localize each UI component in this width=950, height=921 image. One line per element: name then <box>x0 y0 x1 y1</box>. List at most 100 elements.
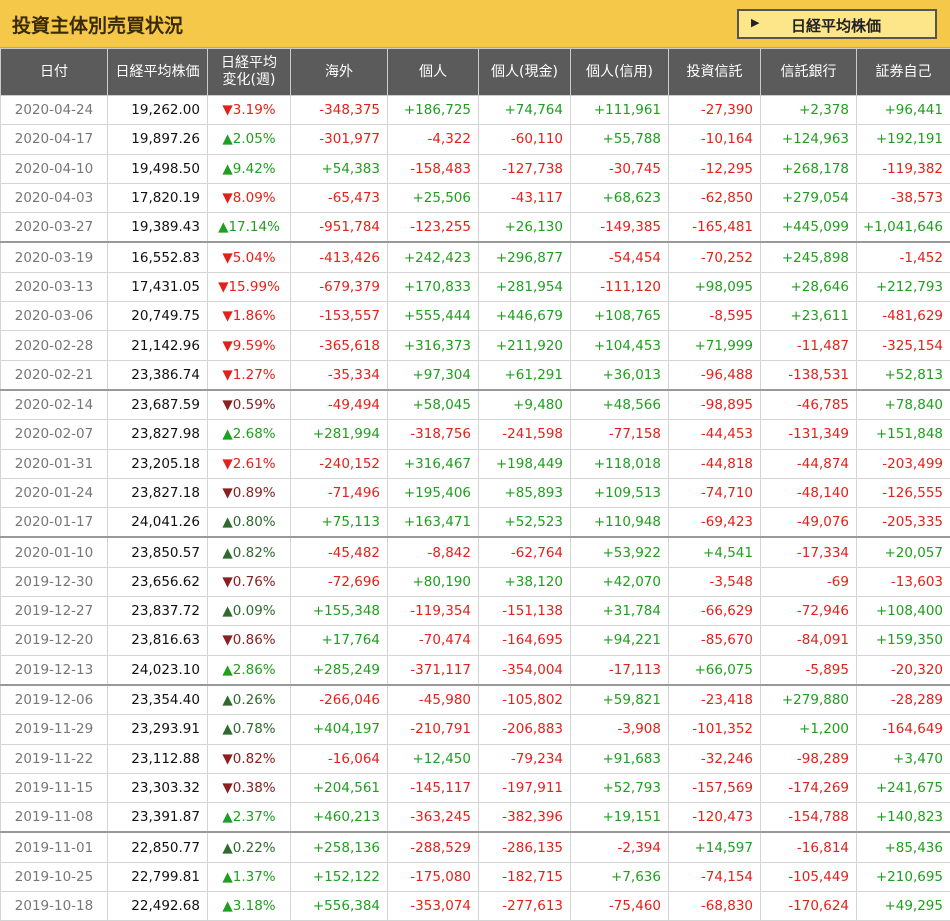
value-cell: -151,138 <box>479 597 571 626</box>
value-cell: ▼15.99% <box>208 272 291 301</box>
value-cell: -413,426 <box>291 242 388 272</box>
value-cell: 17,820.19 <box>108 183 208 212</box>
value-cell: -154,788 <box>761 803 857 833</box>
value-cell: +245,898 <box>761 242 857 272</box>
date-cell: 2020-02-07 <box>1 420 108 449</box>
value-cell: -277,613 <box>479 892 571 921</box>
value-cell: +98,095 <box>669 272 761 301</box>
value-cell: ▲0.09% <box>208 597 291 626</box>
column-header: 個人(現金) <box>479 49 571 96</box>
value-cell: +556,384 <box>291 892 388 921</box>
value-cell: 23,827.98 <box>108 420 208 449</box>
value-cell: 19,897.26 <box>108 125 208 154</box>
value-cell: +109,513 <box>571 478 669 507</box>
value-cell: +460,213 <box>291 803 388 833</box>
value-cell: +12,450 <box>388 744 479 773</box>
value-cell: +296,877 <box>479 242 571 272</box>
value-cell: +2,378 <box>761 96 857 125</box>
value-cell: +211,920 <box>479 331 571 360</box>
date-cell: 2020-03-13 <box>1 272 108 301</box>
value-cell: ▼0.89% <box>208 478 291 507</box>
value-cell: +316,467 <box>388 449 479 478</box>
nikkei-button[interactable]: ▶ 日経平均株価 <box>737 9 937 39</box>
value-cell: -318,756 <box>388 420 479 449</box>
value-cell: -145,117 <box>388 773 479 802</box>
value-cell: -20,320 <box>857 655 950 685</box>
value-cell: ▼1.86% <box>208 302 291 331</box>
date-cell: 2019-11-08 <box>1 803 108 833</box>
value-cell: ▼1.27% <box>208 360 291 390</box>
column-header: 日経平均株価 <box>108 49 208 96</box>
value-cell: +85,893 <box>479 478 571 507</box>
flow-table: 日付日経平均株価日経平均 変化(週)海外個人個人(現金)個人(信用)投資信託信託… <box>0 48 950 921</box>
date-cell: 2020-01-31 <box>1 449 108 478</box>
value-cell: -11,487 <box>761 331 857 360</box>
value-cell: +281,954 <box>479 272 571 301</box>
value-cell: 22,799.81 <box>108 862 208 891</box>
value-cell: -105,802 <box>479 685 571 715</box>
value-cell: ▼0.76% <box>208 567 291 596</box>
column-header: 証券自己 <box>857 49 950 96</box>
value-cell: -28,289 <box>857 685 950 715</box>
button-label[interactable]: 日経平均株価 <box>791 15 881 36</box>
value-cell: +555,444 <box>388 302 479 331</box>
date-cell: 2020-03-19 <box>1 242 108 272</box>
value-cell: -70,252 <box>669 242 761 272</box>
value-cell: -288,529 <box>388 832 479 862</box>
value-cell: -266,046 <box>291 685 388 715</box>
value-cell: -45,482 <box>291 537 388 567</box>
value-cell: ▲2.05% <box>208 125 291 154</box>
value-cell: -4,322 <box>388 125 479 154</box>
value-cell: -77,158 <box>571 420 669 449</box>
value-cell: 20,749.75 <box>108 302 208 331</box>
value-cell: -60,110 <box>479 125 571 154</box>
column-header: 個人(信用) <box>571 49 669 96</box>
value-cell: +258,136 <box>291 832 388 862</box>
value-cell: -85,670 <box>669 626 761 655</box>
value-cell: -210,791 <box>388 715 479 744</box>
value-cell: -70,474 <box>388 626 479 655</box>
value-cell: +25,506 <box>388 183 479 212</box>
value-cell: -119,354 <box>388 597 479 626</box>
value-cell: +268,178 <box>761 154 857 183</box>
value-cell: +1,200 <box>761 715 857 744</box>
value-cell: -105,449 <box>761 862 857 891</box>
title-bar: 投資主体別売買状況 ▶ 日経平均株価 <box>0 0 950 48</box>
column-header: 投資信託 <box>669 49 761 96</box>
value-cell: -66,629 <box>669 597 761 626</box>
value-cell: -32,246 <box>669 744 761 773</box>
value-cell: +71,999 <box>669 331 761 360</box>
value-cell: -164,649 <box>857 715 950 744</box>
value-cell: +14,597 <box>669 832 761 862</box>
value-cell: -138,531 <box>761 360 857 390</box>
value-cell: ▼0.59% <box>208 390 291 420</box>
value-cell: -84,091 <box>761 626 857 655</box>
value-cell: +241,675 <box>857 773 950 802</box>
value-cell: +80,190 <box>388 567 479 596</box>
value-cell: -951,784 <box>291 213 388 243</box>
value-cell: ▼8.09% <box>208 183 291 212</box>
value-cell: +4,541 <box>669 537 761 567</box>
date-cell: 2020-04-24 <box>1 96 108 125</box>
value-cell: +104,453 <box>571 331 669 360</box>
value-cell: -165,481 <box>669 213 761 243</box>
value-cell: +155,348 <box>291 597 388 626</box>
value-cell: -126,555 <box>857 478 950 507</box>
value-cell: -54,454 <box>571 242 669 272</box>
value-cell: -17,113 <box>571 655 669 685</box>
value-cell: ▼0.38% <box>208 773 291 802</box>
value-cell: +140,823 <box>857 803 950 833</box>
date-cell: 2019-12-13 <box>1 655 108 685</box>
column-header: 個人 <box>388 49 479 96</box>
value-cell: +108,400 <box>857 597 950 626</box>
date-cell: 2019-10-18 <box>1 892 108 921</box>
value-cell: -131,349 <box>761 420 857 449</box>
value-cell: +17,764 <box>291 626 388 655</box>
